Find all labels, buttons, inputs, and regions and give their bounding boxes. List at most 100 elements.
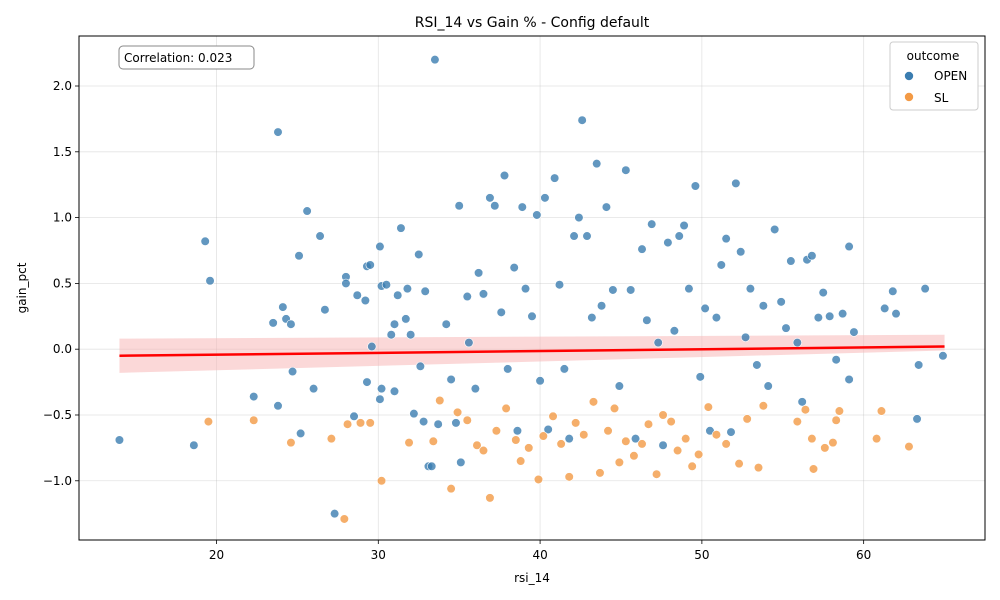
- point-open: [535, 376, 545, 386]
- point-sl: [687, 461, 697, 471]
- point-open: [614, 381, 624, 391]
- point-open: [543, 424, 553, 435]
- point-sl: [792, 416, 802, 427]
- point-open: [527, 311, 537, 321]
- point-open: [470, 384, 480, 394]
- point-open: [849, 327, 859, 337]
- point-open: [797, 397, 807, 407]
- point-open: [200, 236, 210, 246]
- point-sl: [478, 445, 489, 456]
- point-open: [736, 247, 746, 257]
- point-sl: [834, 406, 844, 416]
- y-axis-label: gain_pct: [15, 262, 29, 313]
- point-open: [376, 384, 387, 394]
- point-open: [406, 330, 416, 340]
- point-sl: [711, 430, 722, 440]
- point-open: [496, 307, 506, 317]
- point-open: [114, 435, 125, 445]
- point-open: [690, 181, 701, 191]
- point-open: [189, 440, 199, 450]
- point-open: [731, 178, 741, 188]
- legend-marker-open: [904, 71, 914, 81]
- x-tick-label: 50: [694, 548, 709, 562]
- point-open: [726, 427, 736, 437]
- point-open: [517, 202, 527, 212]
- point-sl: [666, 416, 676, 427]
- point-open: [653, 338, 663, 348]
- plot-frame: [78, 35, 986, 541]
- point-open: [813, 313, 823, 323]
- legend-title: outcome: [907, 49, 960, 63]
- point-sl: [629, 451, 639, 461]
- point-sl: [556, 439, 566, 449]
- chart-title: RSI_14 vs Gain % - Config default: [415, 15, 650, 31]
- annotation-text: Correlation: 0.023: [124, 51, 232, 65]
- legend: outcome OPEN SL: [889, 41, 979, 111]
- point-open: [402, 284, 413, 294]
- point-open: [596, 301, 607, 311]
- point-sl: [614, 457, 624, 467]
- point-sl: [342, 419, 353, 429]
- point-open: [569, 231, 579, 241]
- point-open: [446, 374, 456, 385]
- point-open: [587, 313, 597, 323]
- point-sl: [404, 438, 414, 448]
- point-open: [287, 366, 298, 377]
- point-sl: [286, 438, 296, 448]
- point-open: [296, 428, 306, 439]
- point-sl: [538, 431, 548, 441]
- point-open: [880, 303, 890, 313]
- point-open: [362, 377, 372, 387]
- point-open: [389, 386, 400, 396]
- point-sl: [758, 401, 768, 411]
- point-sl: [753, 463, 764, 473]
- point-open: [396, 223, 406, 233]
- point-open: [393, 290, 403, 300]
- point-open: [367, 341, 377, 352]
- point-open: [273, 401, 283, 411]
- y-tick-label: 0.0: [53, 342, 72, 356]
- point-open: [582, 231, 592, 241]
- point-sl: [355, 418, 366, 428]
- point-sl: [658, 410, 668, 420]
- point-sl: [524, 443, 534, 453]
- point-open: [512, 426, 523, 436]
- point-open: [485, 193, 495, 203]
- legend-marker-sl: [904, 92, 914, 102]
- point-open: [564, 434, 574, 444]
- point-sl: [876, 406, 887, 416]
- point-open: [786, 256, 796, 266]
- point-open: [330, 509, 340, 519]
- point-open: [642, 315, 652, 325]
- point-sl: [904, 441, 914, 452]
- x-ticks: 20 30 40 50 60: [209, 540, 871, 562]
- point-open: [831, 355, 841, 365]
- point-open: [844, 241, 854, 252]
- point-open: [375, 241, 385, 252]
- x-axis-label: rsi_14: [514, 571, 550, 585]
- x-tick-label: 30: [371, 548, 386, 562]
- point-open: [375, 394, 385, 404]
- point-open: [490, 201, 500, 211]
- point-open: [341, 278, 351, 288]
- legend-label-sl: SL: [934, 91, 949, 105]
- point-sl: [621, 436, 631, 446]
- correlation-annotation: Correlation: 0.023: [118, 45, 255, 70]
- point-open: [721, 234, 731, 244]
- point-sl: [462, 415, 472, 425]
- point-open: [349, 411, 359, 421]
- point-open: [454, 201, 464, 211]
- point-open: [770, 224, 780, 235]
- point-open: [825, 311, 835, 321]
- point-open: [658, 440, 668, 450]
- x-tick-label: 60: [856, 548, 871, 562]
- point-sl: [452, 407, 463, 417]
- point-open: [763, 381, 773, 391]
- point-open: [554, 280, 565, 290]
- point-sl: [485, 493, 495, 503]
- point-open: [205, 276, 215, 286]
- point-open: [474, 268, 484, 278]
- point-open: [433, 419, 443, 429]
- point-open: [914, 360, 924, 370]
